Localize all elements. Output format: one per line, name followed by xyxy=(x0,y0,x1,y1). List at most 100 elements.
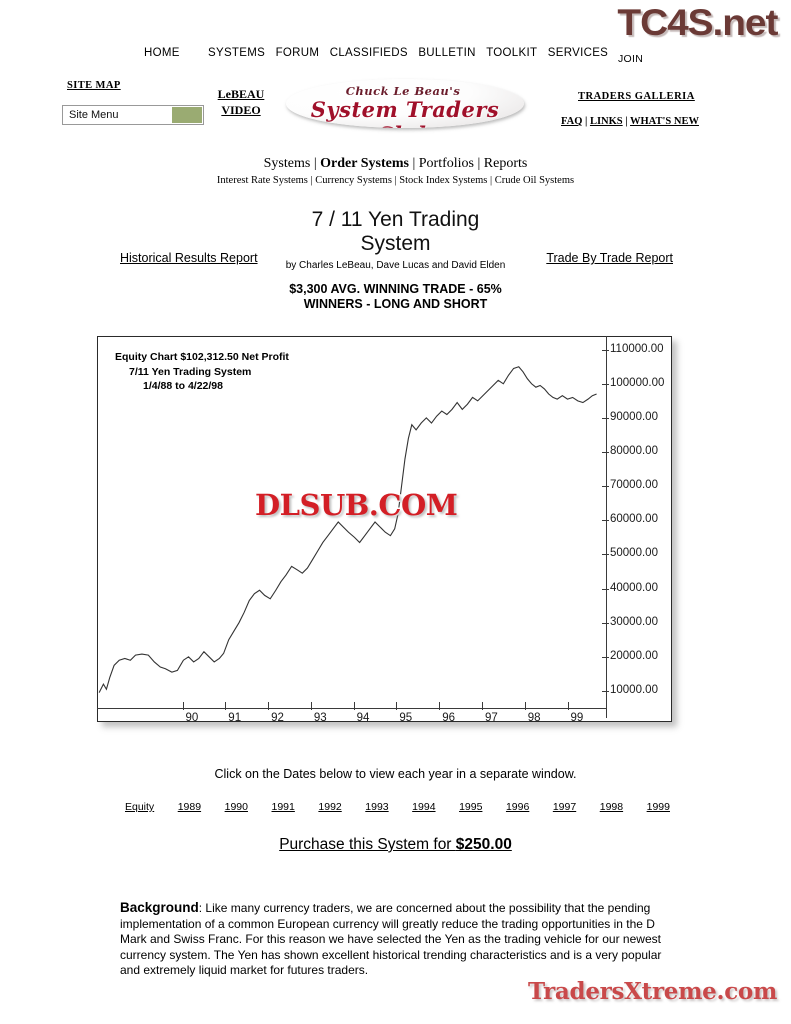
background-paragraph: Background: Like many currency traders, … xyxy=(120,900,672,979)
x-tick-label: 94 xyxy=(356,712,370,724)
year-link-equity[interactable]: Equity xyxy=(125,801,155,813)
nav-item-group: SYSTEMS FORUM CLASSIFIEDS BULLETIN TOOLK… xyxy=(208,47,615,59)
whats-new-link[interactable]: WHAT'S NEW xyxy=(630,116,699,127)
x-tick-mark xyxy=(567,702,569,710)
lebeau-video-link[interactable]: LeBEAU VIDEO xyxy=(217,87,265,117)
nav-item-toolkit[interactable]: TOOLKIT xyxy=(486,47,538,59)
links-link[interactable]: LINKS xyxy=(589,116,623,127)
site-map-link[interactable]: SITE MAP xyxy=(67,80,121,91)
site-brand-logo: TC4S.net xyxy=(617,2,778,43)
year-link-1997[interactable]: 1997 xyxy=(552,801,577,813)
subnav2-sep-1: | xyxy=(310,175,313,186)
subnav-crude-oil-systems[interactable]: Crude Oil Systems xyxy=(494,175,575,186)
x-tick-label: 93 xyxy=(313,712,327,724)
traders-galleria-link[interactable]: TRADERS GALLERIA xyxy=(578,91,695,102)
year-link-1995[interactable]: 1995 xyxy=(459,801,483,813)
background-heading: Background xyxy=(120,900,199,915)
year-link-1998[interactable]: 1998 xyxy=(599,801,624,813)
y-tick-mark xyxy=(602,656,609,658)
x-tick-mark xyxy=(182,702,184,710)
x-tick-mark xyxy=(310,702,312,710)
meta-separator-2: | xyxy=(625,116,628,127)
y-tick-mark xyxy=(602,690,609,692)
x-tick-label: 95 xyxy=(399,712,413,724)
y-tick-label: 70000.00 xyxy=(610,479,658,492)
trade-by-trade-report-link[interactable]: Trade By Trade Report xyxy=(546,251,673,265)
subnav-order-systems[interactable]: Order Systems xyxy=(320,156,409,171)
nav-item-join[interactable]: JOIN xyxy=(618,53,644,65)
site-menu-dropdown[interactable]: Site Menu xyxy=(62,105,204,125)
x-tick-mark xyxy=(439,702,441,710)
faq-link[interactable]: FAQ xyxy=(561,116,583,127)
y-tick-mark xyxy=(602,452,609,453)
subnav-systems[interactable]: Systems xyxy=(263,156,311,171)
subnav-portfolios[interactable]: Portfolios xyxy=(418,156,474,171)
year-link-1999[interactable]: 1999 xyxy=(646,801,670,813)
equity-line-series xyxy=(98,366,597,693)
subnav-primary-row: Systems | Order Systems | Portfolios | R… xyxy=(0,156,791,172)
meta-links: FAQ | LINKS | WHAT'S NEW xyxy=(561,116,699,127)
nav-item-bulletin[interactable]: BULLETIN xyxy=(418,47,476,59)
y-tick-mark xyxy=(602,383,609,385)
subnav-currency-systems[interactable]: Currency Systems xyxy=(315,175,392,186)
subnav-stock-index-systems[interactable]: Stock Index Systems xyxy=(399,175,488,186)
system-traders-club-logo: Chuck Le Beau's System Traders Club xyxy=(286,79,524,128)
x-tick-mark xyxy=(396,702,398,710)
site-menu-selected-value: Site Menu xyxy=(69,109,119,121)
x-tick-label: 97 xyxy=(485,712,498,724)
subnav2-sep-2: | xyxy=(394,175,397,186)
purchase-line[interactable]: Purchase this System for $250.00 xyxy=(0,836,791,854)
x-tick-label: 91 xyxy=(228,712,242,724)
masthead: TC4S.net HOME SYSTEMS FORUM CLASSIFIEDS … xyxy=(0,0,791,145)
nav-item-home[interactable]: HOME xyxy=(144,47,180,59)
x-tick-label: 92 xyxy=(271,712,284,724)
year-link-1993[interactable]: 1993 xyxy=(365,801,389,813)
nav-item-services[interactable]: SERVICES xyxy=(547,47,609,59)
y-tick-mark xyxy=(602,349,609,351)
year-link-1991[interactable]: 1991 xyxy=(271,801,295,813)
x-tick-mark xyxy=(482,702,483,710)
title-block: 7 / 11 Yen Trading System by Charles LeB… xyxy=(0,208,791,311)
y-tick-mark xyxy=(602,520,609,522)
meta-separator-1: | xyxy=(585,116,588,127)
y-tick-label: 110000.00 xyxy=(610,342,664,355)
footer-logo-tradersxtreme: TradersXtreme.com xyxy=(527,977,778,1006)
page-tagline: $3,300 AVG. WINNING TRADE - 65% WINNERS … xyxy=(0,282,791,312)
x-axis-line xyxy=(97,708,606,709)
subnav-sep-2: | xyxy=(412,156,416,171)
y-tick-label: 60000.00 xyxy=(610,513,658,526)
y-tick-mark xyxy=(602,486,609,488)
subnav2-sep-3: | xyxy=(490,175,493,186)
x-tick-mark xyxy=(225,702,227,710)
subnav-interest-rate-systems[interactable]: Interest Rate Systems xyxy=(216,175,308,186)
year-links-row: Equity 1989 1990 1991 1992 1993 1994 1995 1996 19… xyxy=(125,801,670,813)
year-link-1989[interactable]: 1989 xyxy=(177,801,202,813)
chart-inner: Equity Chart $102,312.50 Net Profit 7/11… xyxy=(97,336,672,724)
tagline-line-1: $3,300 AVG. WINNING TRADE - 65% xyxy=(289,282,502,296)
watermark-dlsub: DLSUB.COM xyxy=(253,487,459,524)
nav-item-systems[interactable]: SYSTEMS xyxy=(208,47,266,59)
y-tick-mark xyxy=(602,588,609,590)
x-tick-label: 98 xyxy=(527,712,541,724)
subnav-sep-3: | xyxy=(477,156,481,171)
nav-item-forum[interactable]: FORUM xyxy=(275,47,320,59)
subnav-secondary-row: Interest Rate Systems | Currency Systems… xyxy=(0,175,791,186)
year-link-1990[interactable]: 1990 xyxy=(224,801,248,813)
chart-caption: Equity Chart $102,312.50 Net Profit 7/11… xyxy=(115,350,289,394)
nav-item-classifieds[interactable]: CLASSIFIEDS xyxy=(329,47,408,59)
club-logo-line-1: Chuck Le Beau's xyxy=(345,84,461,98)
chart-caption-line-3: 1/4/88 to 4/22/98 xyxy=(143,380,223,392)
year-link-1992[interactable]: 1992 xyxy=(318,801,342,813)
y-tick-label: 10000.00 xyxy=(610,683,658,696)
equity-chart: Equity Chart $102,312.50 Net Profit 7/11… xyxy=(97,336,672,724)
page-title-line-2: System xyxy=(360,232,431,255)
subnav-reports[interactable]: Reports xyxy=(483,156,528,171)
y-tick-mark xyxy=(602,417,609,419)
x-tick-mark xyxy=(353,702,355,710)
historical-results-report-link[interactable]: Historical Results Report xyxy=(120,251,258,265)
page-title: 7 / 11 Yen Trading System xyxy=(0,208,791,256)
tagline-line-2: WINNERS - LONG AND SHORT xyxy=(303,297,488,311)
year-link-1996[interactable]: 1996 xyxy=(505,801,530,813)
chevron-down-icon[interactable] xyxy=(172,107,202,123)
year-link-1994[interactable]: 1994 xyxy=(412,801,436,813)
